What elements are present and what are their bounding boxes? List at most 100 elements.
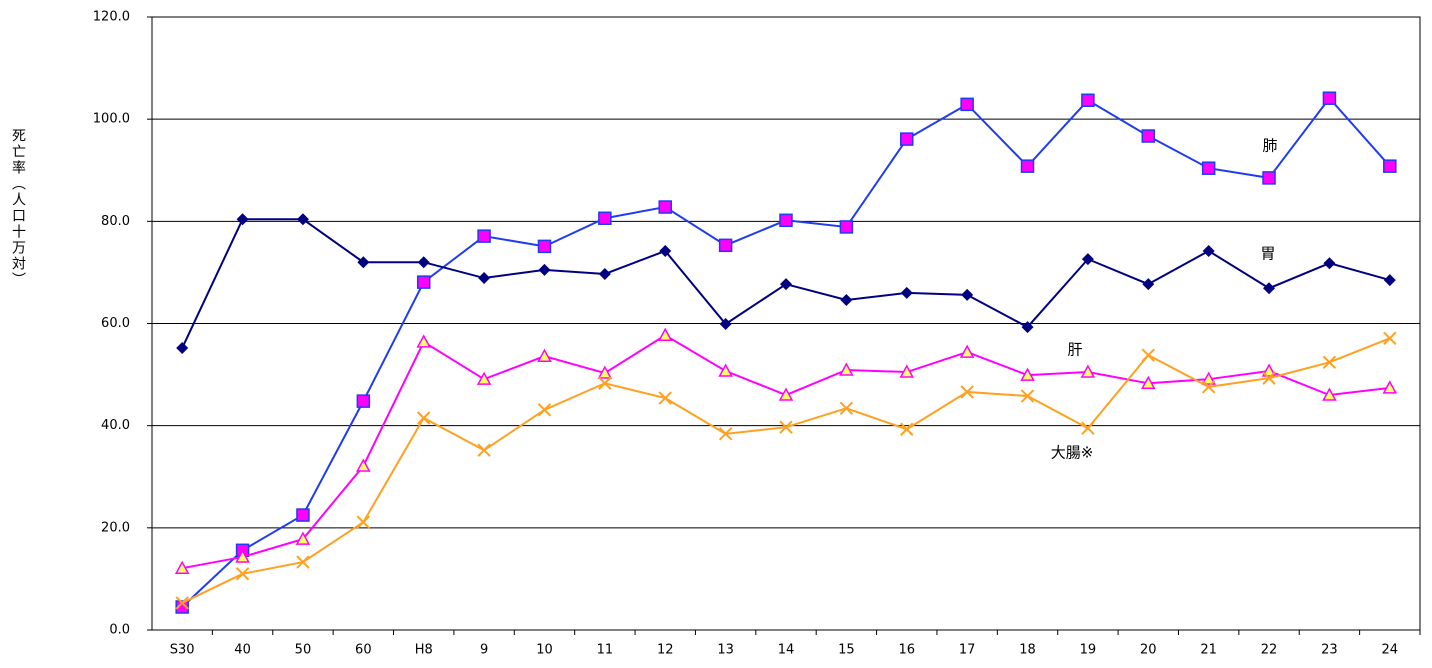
marker [417, 411, 431, 425]
marker [839, 220, 854, 234]
x-tick-label: H8 [415, 643, 433, 658]
marker [718, 363, 733, 377]
marker [235, 549, 250, 563]
x-tick-label: 18 [1019, 643, 1036, 658]
marker [478, 272, 491, 285]
marker [537, 403, 552, 417]
x-tick-label: 10 [536, 643, 553, 658]
marker [1141, 375, 1156, 390]
marker [779, 213, 793, 228]
marker [295, 531, 311, 545]
marker [538, 263, 551, 276]
x-tick-label: 11 [597, 643, 614, 658]
x-tick-label: 20 [1140, 643, 1157, 658]
x-tick-label: 15 [838, 643, 855, 658]
marker [719, 318, 732, 331]
marker [1322, 387, 1337, 401]
marker-stroke [175, 596, 189, 610]
y-tick-label: 0.0 [109, 623, 130, 638]
marker-stroke [1201, 380, 1216, 394]
marker-stroke [356, 515, 371, 529]
marker [476, 371, 492, 385]
marker-stroke [1020, 389, 1035, 403]
marker [597, 365, 613, 379]
marker [1080, 364, 1096, 378]
y-tick-label: 60.0 [101, 316, 130, 331]
marker [1382, 380, 1398, 394]
marker [1021, 321, 1034, 334]
marker [235, 567, 250, 581]
marker [1141, 129, 1156, 143]
marker [356, 458, 371, 472]
marker-stroke [658, 391, 672, 405]
marker [1141, 348, 1155, 362]
y-tick-label: 120.0 [93, 10, 130, 25]
marker [598, 211, 612, 226]
marker-stroke [296, 555, 310, 569]
marker [657, 327, 673, 341]
x-tick-label: 14 [778, 643, 795, 658]
marker [900, 132, 914, 146]
marker [1020, 159, 1035, 173]
marker [960, 385, 974, 399]
x-tick-label: 17 [959, 643, 976, 658]
x-tick-label: 16 [898, 643, 915, 658]
marker [658, 391, 672, 405]
marker-stroke [1081, 421, 1095, 435]
marker-stroke [235, 567, 250, 581]
x-tick-label: 23 [1321, 643, 1338, 658]
marker [416, 334, 431, 348]
marker [900, 286, 913, 299]
x-tick-label: 13 [717, 643, 734, 658]
marker [1081, 421, 1095, 435]
marker [1202, 244, 1215, 257]
marker [296, 213, 309, 226]
marker [1081, 253, 1094, 266]
marker [356, 515, 371, 529]
marker-stroke [1141, 348, 1155, 362]
marker [960, 97, 974, 112]
series-label: 大腸※ [1051, 444, 1094, 462]
marker [839, 362, 854, 376]
x-tick-label: 19 [1080, 643, 1097, 658]
marker [779, 420, 793, 434]
marker [718, 238, 733, 253]
marker [357, 256, 370, 269]
marker [236, 213, 249, 226]
marker-stroke [718, 427, 733, 441]
marker-stroke [598, 376, 612, 390]
marker [1383, 331, 1397, 346]
marker-stroke [960, 385, 974, 399]
y-tick-label: 100.0 [93, 112, 130, 127]
marker [537, 239, 552, 254]
marker [1262, 171, 1276, 185]
marker [1261, 363, 1277, 377]
series-label: 胃 [1260, 245, 1275, 263]
marker [839, 401, 854, 416]
marker [899, 364, 915, 378]
marker [417, 256, 430, 269]
series-line [182, 334, 1390, 570]
x-tick-label: 22 [1261, 643, 1278, 658]
marker [1322, 355, 1337, 370]
marker [416, 275, 431, 289]
marker [780, 278, 792, 291]
marker [778, 387, 794, 401]
x-tick-label: 24 [1382, 643, 1399, 658]
marker [959, 344, 975, 358]
marker [1383, 159, 1397, 173]
marker [296, 555, 310, 569]
marker [175, 596, 189, 610]
marker-stroke [1322, 355, 1337, 370]
x-tick-label: 9 [480, 643, 488, 658]
y-tick-label: 80.0 [101, 214, 130, 229]
marker [1142, 278, 1155, 291]
marker [598, 267, 611, 280]
marker [900, 422, 914, 436]
marker [658, 200, 672, 214]
marker [174, 560, 190, 574]
marker [1020, 367, 1035, 381]
series-label: 肺 [1262, 137, 1277, 155]
marker [598, 376, 612, 390]
